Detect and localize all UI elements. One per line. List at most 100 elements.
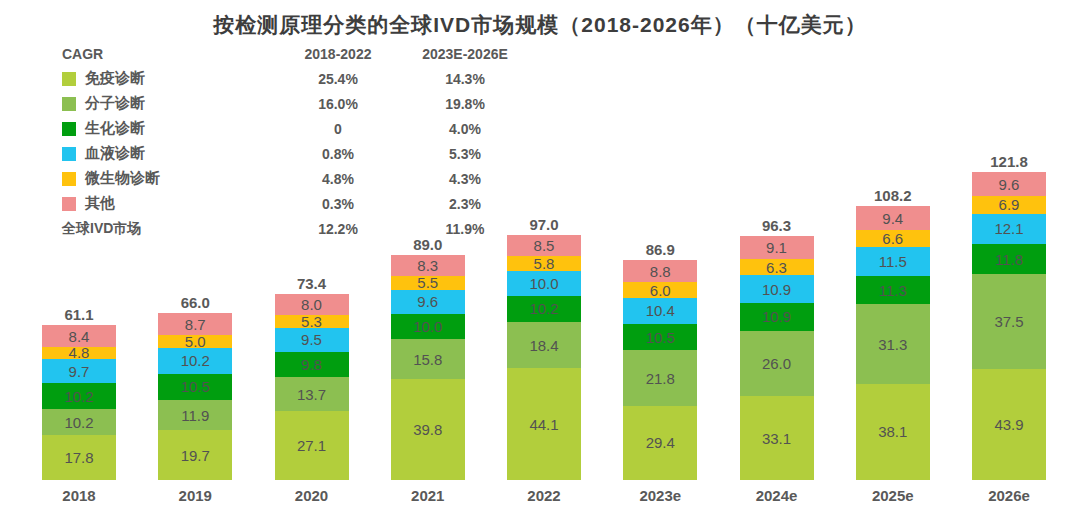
bar-total-label: 73.4 [297, 276, 326, 291]
legend-item: 免疫诊断 [62, 66, 282, 91]
bar-segment: 11.8 [972, 244, 1046, 274]
chart-title: 按检测原理分类的全球IVD市场规模（2018-2026年）（十亿美元） [0, 11, 1080, 39]
bar-segment: 5.0 [158, 335, 232, 348]
ivd-market-chart: 按检测原理分类的全球IVD市场规模（2018-2026年）（十亿美元） CAGR… [0, 0, 1080, 527]
bar-segment: 44.1 [507, 368, 581, 480]
bar-group-2024e: 96.3 9.16.310.910.926.033.1 2024e [740, 218, 814, 505]
bar-segment: 10.2 [42, 383, 116, 409]
bar-segment: 43.9 [972, 369, 1046, 480]
bar-segment: 5.8 [507, 256, 581, 271]
bar-segment: 9.6 [972, 172, 1046, 196]
legend-swatch [62, 72, 76, 86]
bar-total-label: 108.2 [874, 188, 912, 203]
bar-group-2022: 97.0 8.55.810.010.218.444.1 2022 [507, 217, 581, 505]
bar-segment: 12.1 [972, 214, 1046, 245]
bar-segment: 9.5 [275, 328, 349, 352]
bar-segment: 8.0 [275, 294, 349, 314]
bar-segment: 31.3 [856, 304, 930, 383]
bar-segment: 10.4 [623, 298, 697, 324]
bar-segment: 10.0 [507, 271, 581, 296]
bar-segment: 10.2 [507, 296, 581, 322]
bar-stack: 9.16.310.910.926.033.1 [740, 236, 814, 480]
x-axis-label: 2026e [988, 488, 1030, 505]
x-axis-label: 2022 [527, 488, 560, 505]
bar-total-label: 66.0 [181, 295, 210, 310]
bar-group-2025e: 108.2 9.46.611.511.331.338.1 2025e [856, 188, 930, 505]
cagr-header: CAGR [62, 41, 282, 66]
bar-segment: 10.2 [158, 348, 232, 374]
bar-segment: 33.1 [740, 396, 814, 480]
legend-label: 分子诊断 [85, 94, 145, 113]
bar-segment: 10.2 [42, 409, 116, 435]
cagr-value-1: 14.3% [394, 66, 536, 91]
bar-total-label: 121.8 [990, 154, 1028, 169]
bar-segment: 39.8 [391, 379, 465, 480]
cagr-column-header-0: 2018-2022 [282, 41, 394, 66]
bar-group-2019: 66.0 8.75.010.210.511.919.7 2019 [158, 295, 232, 505]
bar-stack: 8.55.810.010.218.444.1 [507, 235, 581, 480]
bar-segment: 21.8 [623, 350, 697, 405]
legend-item: 分子诊断 [62, 91, 282, 116]
bar-segment: 27.1 [275, 411, 349, 480]
bar-group-2018: 61.18.44.89.710.210.217.82018 [42, 307, 116, 505]
bar-stack: 8.35.59.610.015.839.8 [391, 255, 465, 480]
bar-segment: 11.9 [158, 400, 232, 430]
bar-group-2021: 89.0 8.35.59.610.015.839.8 2021 [391, 237, 465, 505]
bar-segment: 10.5 [158, 374, 232, 401]
legend-swatch [62, 122, 76, 136]
bar-segment: 10.9 [740, 275, 814, 303]
bar-segment: 10.5 [623, 324, 697, 351]
bar-segment: 8.5 [507, 235, 581, 257]
bar-segment: 15.8 [391, 339, 465, 379]
bar-stack: 8.44.89.710.210.217.8 [42, 325, 116, 480]
cagr-column-header-1: 2023E-2026E [394, 41, 536, 66]
bar-total-label: 96.3 [762, 218, 791, 233]
cagr-value-0: 0 [282, 116, 394, 141]
x-axis-label: 2021 [411, 488, 444, 505]
bar-segment: 37.5 [972, 274, 1046, 369]
legend-label: 生化诊断 [85, 119, 145, 138]
bar-segment: 17.8 [42, 435, 116, 480]
legend-label: 免疫诊断 [85, 69, 145, 88]
x-axis-label: 2018 [62, 488, 95, 505]
x-axis-label: 2019 [179, 488, 212, 505]
bar-segment: 8.7 [158, 313, 232, 335]
bar-stack: 9.46.611.511.331.338.1 [856, 206, 930, 480]
cagr-value-1: 19.8% [394, 91, 536, 116]
bar-group-2023e: 86.98.86.010.410.521.829.42023e [623, 242, 697, 505]
bar-segment: 6.0 [623, 282, 697, 297]
legend-item: 生化诊断 [62, 116, 282, 141]
x-axis-label: 2025e [872, 488, 914, 505]
bar-segment: 9.1 [740, 236, 814, 259]
bar-segment: 6.6 [856, 230, 930, 247]
bar-segment: 10.9 [740, 303, 814, 331]
legend-swatch [62, 97, 76, 111]
bar-segment: 10.0 [391, 314, 465, 339]
cagr-value-1: 4.0% [394, 116, 536, 141]
bar-segment: 9.8 [275, 352, 349, 377]
bar-segment: 5.5 [391, 276, 465, 290]
bar-segment: 38.1 [856, 384, 930, 480]
bar-segment: 6.9 [972, 196, 1046, 213]
bar-segment: 11.3 [856, 276, 930, 305]
bar-segment: 19.7 [158, 430, 232, 480]
bar-total-label: 86.9 [646, 242, 675, 257]
bar-group-2020: 73.48.05.39.59.813.727.12020 [275, 276, 349, 505]
bar-total-label: 97.0 [529, 217, 558, 232]
bar-segment: 26.0 [740, 331, 814, 397]
cagr-value-0: 25.4% [282, 66, 394, 91]
bar-segment: 18.4 [507, 322, 581, 369]
bar-stack: 8.86.010.410.521.829.4 [623, 260, 697, 480]
bar-segment: 4.8 [42, 347, 116, 359]
bar-segment: 5.3 [275, 315, 349, 328]
bar-total-label: 89.0 [413, 237, 442, 252]
bar-segment: 13.7 [275, 377, 349, 412]
x-axis-label: 2024e [756, 488, 798, 505]
bar-stack: 9.66.912.111.837.543.9 [972, 172, 1046, 480]
bar-segment: 29.4 [623, 406, 697, 480]
bar-chart: 61.18.44.89.710.210.217.8201866.08.75.01… [42, 154, 1046, 505]
bar-segment: 8.8 [623, 260, 697, 282]
bar-group-2026e: 121.8 9.66.912.111.837.543.9 2026e [972, 154, 1046, 505]
bar-segment: 9.4 [856, 206, 930, 230]
bar-stack: 8.05.39.59.813.727.1 [275, 294, 349, 480]
